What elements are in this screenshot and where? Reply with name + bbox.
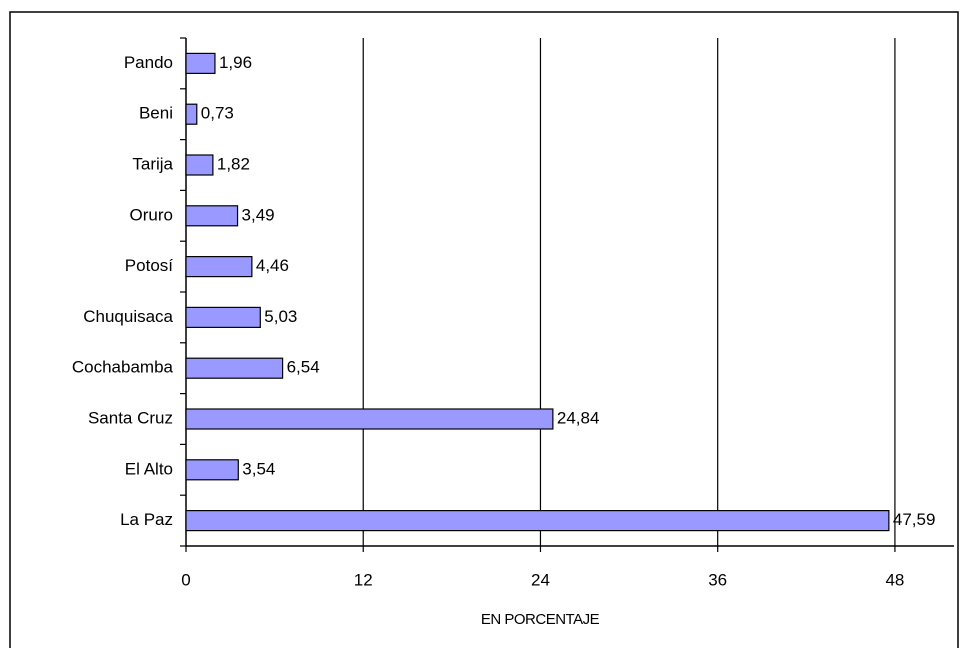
bar <box>185 459 239 481</box>
y-tick-label: La Paz <box>120 510 173 529</box>
x-tick-label: 0 <box>181 570 190 589</box>
value-label: 47,59 <box>893 510 936 529</box>
x-tick-label: 36 <box>708 570 727 589</box>
y-tick-label: Oruro <box>130 205 173 224</box>
value-label: 4,46 <box>256 256 289 275</box>
value-label: 0,73 <box>201 104 234 123</box>
bar <box>185 205 239 227</box>
x-tick-label: 48 <box>885 570 904 589</box>
y-tick-label: Potosí <box>125 256 173 275</box>
x-tick-label: 24 <box>531 570 550 589</box>
frame <box>9 11 959 648</box>
bar <box>185 52 216 75</box>
bar <box>185 510 890 532</box>
y-tick-label: Cochabamba <box>72 358 174 377</box>
y-tick-label: Beni <box>139 104 173 123</box>
value-label: 24,84 <box>557 408 600 427</box>
y-tick-label: Chuquisaca <box>83 307 173 326</box>
y-tick-label: Santa Cruz <box>88 408 173 427</box>
bar <box>185 357 284 379</box>
y-tick-label: Tarija <box>132 154 173 173</box>
y-tick-label: El Alto <box>125 459 173 478</box>
value-label: 1,96 <box>219 53 252 72</box>
bar <box>185 306 261 328</box>
bar <box>185 103 198 125</box>
x-tick-label: 12 <box>354 570 373 589</box>
value-label: 3,49 <box>242 205 275 224</box>
bar <box>185 154 214 176</box>
bar <box>185 256 253 278</box>
y-tick-label: Pando <box>124 53 173 72</box>
value-label: 5,03 <box>264 307 297 326</box>
bar <box>185 408 554 430</box>
value-label: 3,54 <box>242 459 275 478</box>
value-label: 6,54 <box>287 358 320 377</box>
value-label: 1,82 <box>217 154 250 173</box>
x-axis-label: EN PORCENTAJE <box>481 611 600 628</box>
